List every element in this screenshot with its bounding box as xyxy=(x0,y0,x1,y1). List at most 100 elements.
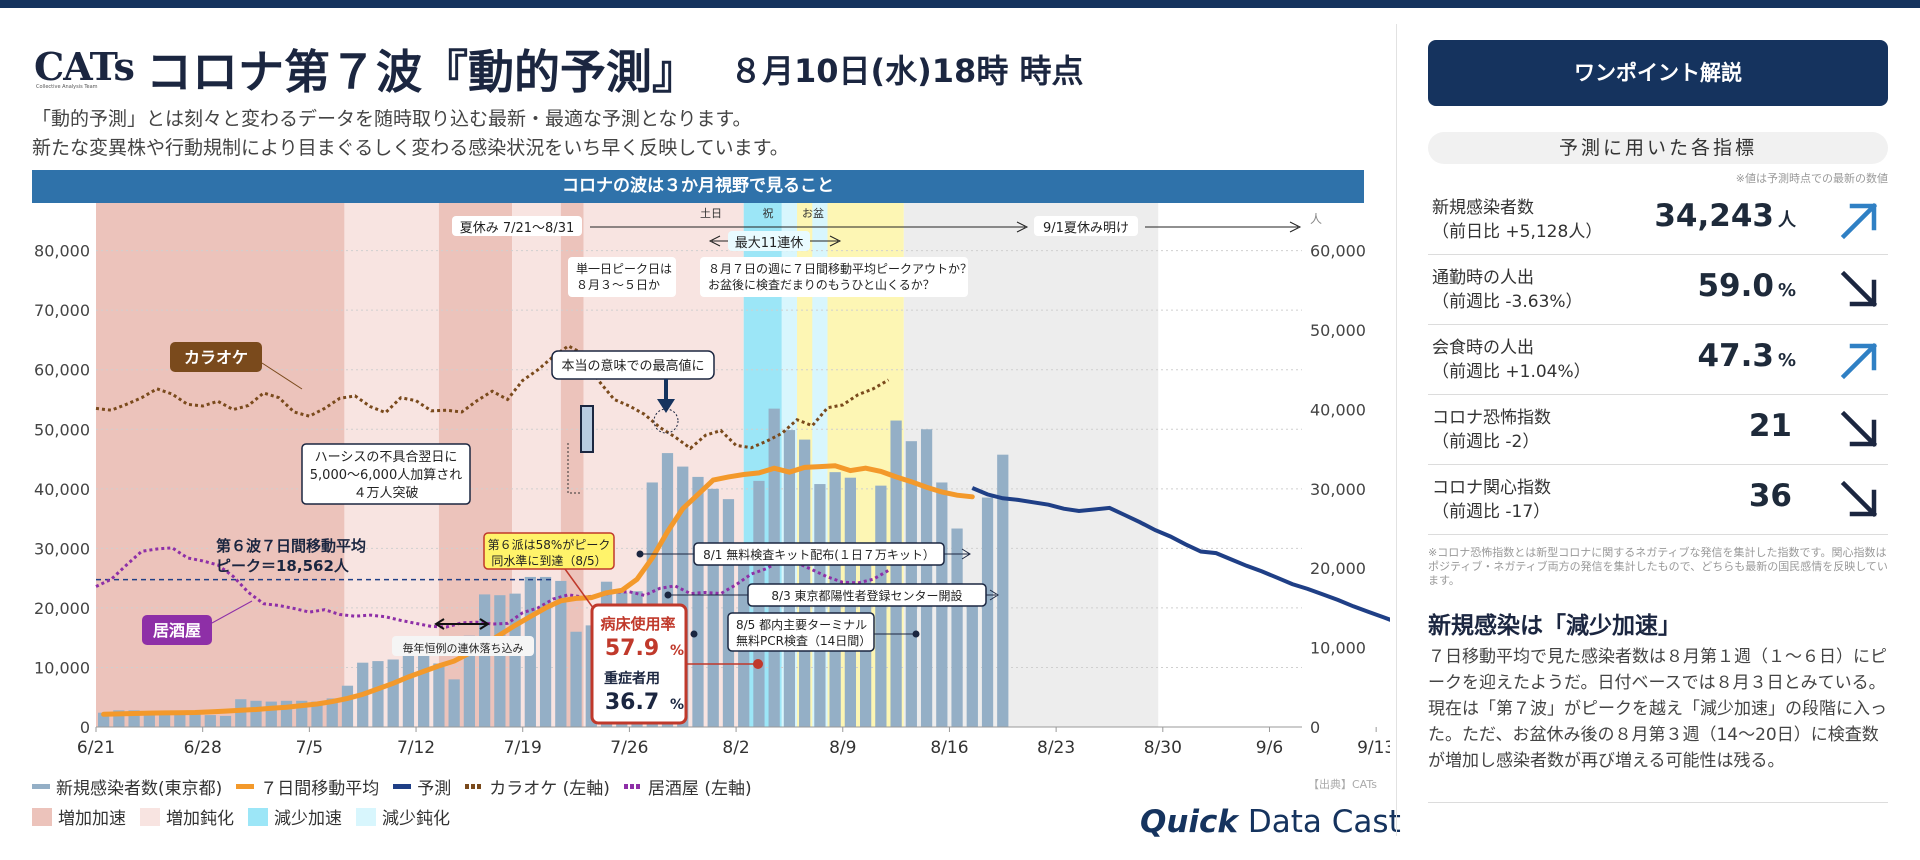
case-bar xyxy=(448,679,460,727)
legend-forecast: 予測 xyxy=(393,774,451,799)
izakaya-leader xyxy=(211,600,253,624)
legend-karaoke-label: カラオケ (左軸) xyxy=(489,779,610,799)
trend-down-arrow-icon xyxy=(1840,480,1878,518)
y-right-tick-label: 10,000 xyxy=(1310,639,1366,658)
covid-wave-chart: 0 10,000 20,000 30,000 40,000 50,000 60,000 70,… xyxy=(34,203,1390,758)
case-bar xyxy=(661,453,674,727)
hersys-note-text: 5,000～6,000人加算され xyxy=(310,468,462,483)
legend-dec-slow-swatch xyxy=(356,807,376,826)
x-tick-label: 8/16 xyxy=(930,738,968,758)
y-right-tick-label: 40,000 xyxy=(1310,400,1366,419)
holiday-dip-note-text: 毎年恒例の連休落ち込み xyxy=(403,641,524,655)
indicator-value: 47.3% xyxy=(1697,338,1796,374)
indicator-value: 21 xyxy=(1748,408,1792,444)
legend-row-lines: 新規感染者数(東京都) ７日間移動平均 予測 カラオケ (左軸) 居酒屋 (左軸… xyxy=(32,774,766,799)
wave6-note-text: 同水準に到達（8/5） xyxy=(491,553,606,568)
case-bar xyxy=(692,476,704,727)
x-tick-label: 7/19 xyxy=(504,738,542,758)
long-holiday-label: 最大11連休 xyxy=(728,231,810,251)
summer-end-label: 9/1夏休み明け xyxy=(1034,216,1138,236)
indicator-value: 59.0% xyxy=(1697,268,1796,304)
legend-izakaya-label: 居酒屋 (左軸) xyxy=(647,779,752,799)
chart-source: 【出典】CATs xyxy=(1308,778,1377,791)
holiday-dip-heads xyxy=(434,618,490,630)
trend-up-arrow-icon xyxy=(1840,202,1878,240)
legend-izakaya: 居酒屋 (左軸) xyxy=(623,774,752,799)
karaoke-badge-text: カラオケ xyxy=(184,348,248,367)
karaoke-leader xyxy=(261,362,303,390)
hospital-usage-box: 病床使用率 57.9 % 重症者用 36.7% xyxy=(590,603,688,725)
y-right-tick-label: 50,000 xyxy=(1310,321,1366,340)
x-tick-label: 8/30 xyxy=(1144,738,1182,758)
y-right-tick-label: 60,000 xyxy=(1310,242,1366,261)
trend-down-arrow-icon xyxy=(1840,270,1878,308)
summer-end-label-text: 9/1夏休み明け xyxy=(1043,221,1129,236)
indicator-new-cases: 新規感染者数 （前日比 +5,128人） 34,243 人 xyxy=(1428,186,1888,255)
hersys-leader xyxy=(567,443,580,494)
hospital-dot xyxy=(753,659,763,669)
obon-question-note-text: お盆後に検査だまりのもうひと山くるか？ xyxy=(708,278,935,292)
x-tick-label: 7/12 xyxy=(397,738,435,758)
case-bar xyxy=(997,454,1009,727)
x-tick-label: 8/2 xyxy=(722,738,749,758)
case-bar xyxy=(143,711,155,727)
real-peak-arrow-head xyxy=(657,399,675,413)
case-bar xyxy=(387,659,399,727)
annotations: 夏休み 7/21～8/31 9/1夏休み明け 土日 祝 お盆最大11連休単一日ピーク日は… xyxy=(142,206,1302,725)
legend-cases-label: 新規感染者数(東京都) xyxy=(56,779,223,799)
case-bar xyxy=(463,635,475,727)
center-arrow-head xyxy=(989,589,999,601)
real-peak-callout-text: 本当の意味での最高値に xyxy=(561,358,704,374)
karaoke-badge: カラオケ xyxy=(170,342,262,372)
legend-ma: ７日間移動平均 xyxy=(236,774,379,799)
long-holiday-label-text: 最大11連休 xyxy=(735,236,804,251)
legend-cases-swatch xyxy=(32,784,50,789)
indicators-note: ※値は予測時点での最新の数値 xyxy=(1735,172,1888,185)
bed-value: 57.9 xyxy=(605,636,659,661)
y-left-tick-label: 20,000 xyxy=(34,599,90,618)
peak-day-note-text: 単一日ピーク日は xyxy=(576,262,672,276)
wave6-ref-label-1: 第６波７日間移動平均 xyxy=(216,537,366,555)
case-bar xyxy=(768,408,780,727)
legend-ma-swatch xyxy=(236,784,255,789)
case-bar xyxy=(158,713,171,727)
series-lines xyxy=(95,344,1390,717)
x-tick-label: 9/13 xyxy=(1357,738,1390,758)
legend-dec-slow: 減少鈍化 xyxy=(356,804,450,829)
x-tick-label: 9/6 xyxy=(1256,738,1283,758)
peak-day-note: 単一日ピーク日は ８月３～５日か xyxy=(568,257,676,297)
case-bar xyxy=(479,594,491,727)
legend-forecast-swatch xyxy=(393,784,412,789)
case-bar xyxy=(783,430,796,727)
case-bar xyxy=(189,714,201,727)
case-bar xyxy=(722,499,735,727)
obon-label: お盆 xyxy=(802,206,824,220)
case-bar xyxy=(539,576,552,727)
summer-label: 夏休み 7/21～8/31 xyxy=(452,216,582,236)
moving-average-line xyxy=(101,463,975,717)
description-line-1: 「動的予測」とは刻々と変わるデータを随時取り込む最新・最適な予測となります。 xyxy=(32,108,752,130)
case-bar xyxy=(494,595,506,727)
indicator-value: 36 xyxy=(1748,478,1792,514)
long-holiday-label-box xyxy=(728,231,810,251)
wave6-note-box xyxy=(483,532,615,570)
case-bar xyxy=(128,710,140,727)
karaoke-line xyxy=(95,344,890,451)
hersys-note-text: ４万人突破 xyxy=(353,485,418,501)
kit-note-text: 8/1 無料検査キット配布(１日７万キット） xyxy=(703,547,935,562)
y-right-tick-label: 20,000 xyxy=(1310,559,1366,578)
case-bar xyxy=(890,420,902,727)
obon-question-note-box xyxy=(700,257,968,297)
bed-label: 病床使用率 xyxy=(600,615,675,633)
brand-rest: Data Cast xyxy=(1238,804,1401,840)
x-tick-label: 6/21 xyxy=(77,738,115,758)
panel-divider xyxy=(1396,24,1397,836)
as-of-date: ８月10日(水)18時 時点 xyxy=(730,52,1084,90)
one-point-explanation-button[interactable]: ワンポイント解説 xyxy=(1428,40,1888,106)
izakaya-badge: 居酒屋 xyxy=(142,615,212,645)
page-title: コロナ第７波『動的予測』 xyxy=(146,45,698,99)
legend-dec-acc-label: 減少加速 xyxy=(274,809,342,829)
legend-karaoke-swatch xyxy=(465,784,484,789)
y-right-tick-label: 30,000 xyxy=(1310,480,1366,499)
case-bar xyxy=(235,699,247,727)
